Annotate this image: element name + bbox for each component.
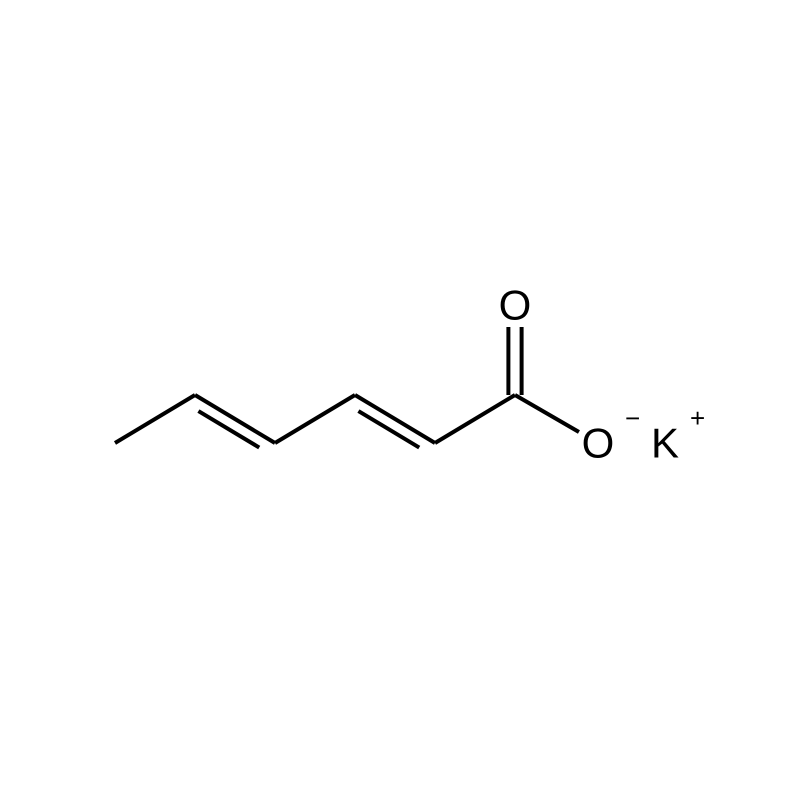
bond-line — [195, 395, 275, 443]
bond-line — [275, 395, 355, 443]
atom-label-k: K — [651, 420, 679, 467]
charge-k: + — [690, 403, 705, 433]
bond-line — [355, 395, 435, 443]
atom-label-o2: O — [582, 420, 615, 467]
structure-diagram: OO−K+ — [0, 0, 800, 800]
bond-line — [115, 395, 195, 443]
bond-line — [515, 395, 579, 432]
charge-o2: − — [625, 403, 640, 433]
bond-line — [435, 395, 515, 443]
atom-label-o1: O — [499, 282, 532, 329]
